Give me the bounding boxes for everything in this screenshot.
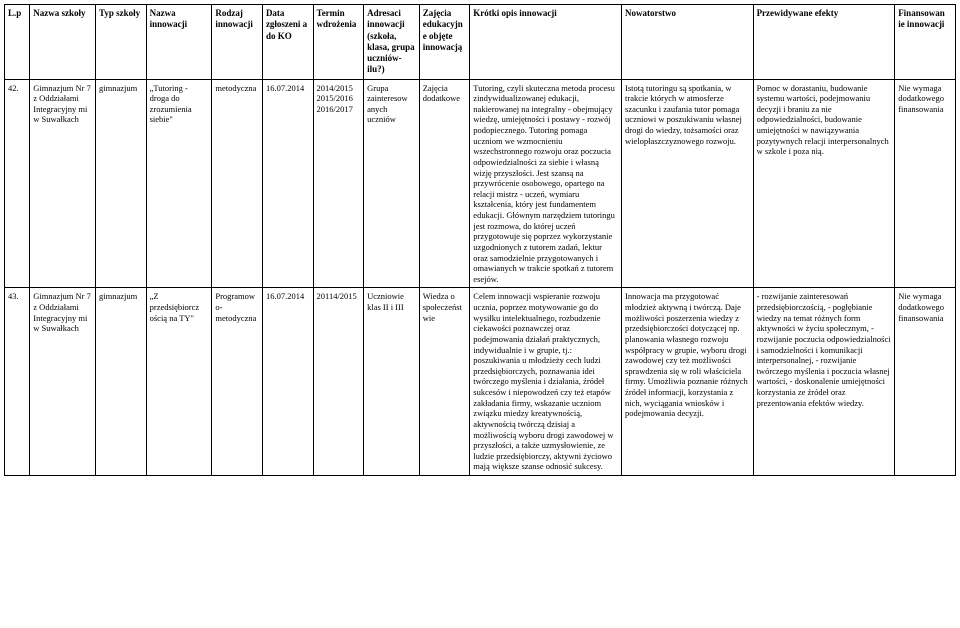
cell-data-zgloszenia: 16.07.2014 [262,288,313,476]
cell-data-zgloszenia: 16.07.2014 [262,79,313,288]
cell-finansowanie: Nie wymaga dodatkowego finansowania [895,288,956,476]
col-header-nazwa-innowacji: Nazwa innowacji [146,5,212,80]
cell-typ-szkoly: gimnazjum [96,79,147,288]
table-row: 43. Gimnazjum Nr 7 z Oddziałami Integrac… [5,288,956,476]
cell-opis: Tutoring, czyli skuteczna metoda procesu… [470,79,622,288]
cell-finansowanie: Nie wymaga dodatkowego finansowania [895,79,956,288]
col-header-termin: Termin wdrożenia [313,5,364,80]
col-header-nazwa-szkoly: Nazwa szkoły [30,5,96,80]
cell-opis: Celem innowacji wspieranie rozwoju uczni… [470,288,622,476]
cell-termin: 2014/2015 2015/2016 2016/2017 [313,79,364,288]
cell-adresaci: Grupa zainteresow anych uczniów [364,79,420,288]
col-header-typ-szkoly: Typ szkoły [96,5,147,80]
table-row: 42. Gimnazjum Nr 7 z Oddziałami Integrac… [5,79,956,288]
col-header-finansowanie: Finansowan ie innowacji [895,5,956,80]
cell-nowatorstwo: Istotą tutoringu są spotkania, w trakcie… [622,79,754,288]
col-header-rodzaj: Rodzaj innowacji [212,5,263,80]
col-header-adresaci: Adresaci innowacji (szkoła, klasa, grupa… [364,5,420,80]
cell-rodzaj: Programow o-metodyczna [212,288,263,476]
cell-efekty: - rozwijanie zainteresowań przedsiębiorc… [753,288,895,476]
col-header-efekty: Przewidywane efekty [753,5,895,80]
cell-lp: 42. [5,79,30,288]
col-header-nowatorstwo: Nowatorstwo [622,5,754,80]
innovation-table: L.p Nazwa szkoły Typ szkoły Nazwa innowa… [4,4,956,476]
cell-nazwa-innowacji: „Tutoring - droga do zrozumienia siebie" [146,79,212,288]
table-header-row: L.p Nazwa szkoły Typ szkoły Nazwa innowa… [5,5,956,80]
cell-lp: 43. [5,288,30,476]
cell-adresaci: Uczniowie klas II i III [364,288,420,476]
cell-termin: 20114/2015 [313,288,364,476]
cell-nazwa-szkoly: Gimnazjum Nr 7 z Oddziałami Integracyjny… [30,288,96,476]
col-header-lp: L.p [5,5,30,80]
cell-zajecia: Zajęcia dodatkowe [419,79,470,288]
cell-nowatorstwo: Innowacja ma przygotować młodzież aktywn… [622,288,754,476]
col-header-data-zgloszenia: Data zgłoszeni a do KO [262,5,313,80]
cell-zajecia: Wiedza o społeczeńst wie [419,288,470,476]
cell-nazwa-innowacji: „Z przedsiębiorcz ością na TY" [146,288,212,476]
cell-nazwa-szkoly: Gimnazjum Nr 7 z Oddziałami Integracyjny… [30,79,96,288]
cell-efekty: Pomoc w dorastaniu, budowanie systemu wa… [753,79,895,288]
cell-rodzaj: metodyczna [212,79,263,288]
col-header-opis: Krótki opis innowacji [470,5,622,80]
col-header-zajecia: Zajęcia edukacyjn e objęte innowacją [419,5,470,80]
cell-typ-szkoly: gimnazjum [96,288,147,476]
